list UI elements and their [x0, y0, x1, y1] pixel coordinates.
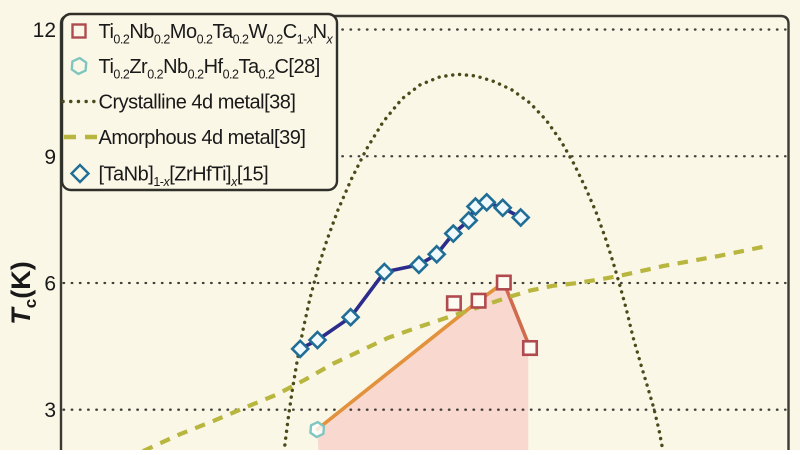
tanb-zrhfti-diamond-marker: [492, 197, 513, 218]
legend-row-3: Crystalline 4d metal[38]: [61, 92, 296, 114]
legend-row-2: Ti0.2Zr0.2Nb0.2Hf0.2Ta0.2C[28]: [70, 56, 320, 82]
tanb-zrhfti-diamond-marker: [340, 307, 361, 328]
legend-row-4: Amorphous 4d metal[39]: [64, 127, 306, 149]
legend-square-marker-icon: [71, 23, 87, 39]
shaded-region: [317, 282, 529, 451]
ytick-label-9: 9: [44, 146, 56, 169]
legend-box: Ti0.2Nb0.2Mo0.2Ta0.2W0.2C1-xNx Ti0.2Zr0.2…: [60, 12, 339, 192]
y-axis-label: Tc(K): [6, 261, 40, 324]
tanb-zrhfti-diamond-marker: [426, 244, 447, 265]
carbonitride-line-descending: [501, 280, 532, 350]
legend-row-5: [TaNb]1-x[ZrHfTi]x[15]: [69, 163, 269, 190]
tanb-zrhfti-diamond-marker: [510, 207, 531, 228]
carbonitride-square-marker: [445, 295, 462, 312]
carbide-hexagon-marker: [309, 420, 326, 439]
legend-hexagon-marker-icon: [70, 56, 88, 76]
carbonitride-square-marker: [470, 292, 487, 309]
legend-row-label: Ti0.2Nb0.2Mo0.2Ta0.2W0.2C1-xNx: [99, 21, 334, 47]
tanb-zrhfti-diamond-marker: [443, 223, 464, 244]
ytick-label-6: 6: [44, 272, 56, 295]
legend-row-1: Ti0.2Nb0.2Mo0.2Ta0.2W0.2C1-xNx: [71, 21, 334, 47]
tanb-zrhfti-diamond-marker: [307, 330, 328, 350]
ytick-label-3: 3: [44, 399, 56, 422]
legend-row-label: Crystalline 4d metal[38]: [99, 92, 296, 114]
legend-diamond-marker-icon: [69, 163, 91, 184]
carbonitride-square-marker: [521, 339, 539, 357]
ytick-label-12: 12: [33, 19, 56, 42]
legend-row-label: [TaNb]1-x[ZrHfTi]x[15]: [99, 164, 269, 190]
tanb-zrhfti-diamond-marker: [409, 254, 429, 275]
tanb-zrhfti-diamond-marker: [476, 192, 497, 213]
legend-row-label: Ti0.2Zr0.2Nb0.2Hf0.2Ta0.2C[28]: [99, 56, 320, 82]
tanb-zrhfti-diamond-marker: [374, 262, 395, 282]
crystalline-4d-curve: [282, 72, 665, 454]
carbonitride-square-marker: [495, 274, 512, 291]
amorphous-4d-curve: [142, 243, 771, 454]
legend-row-label: Amorphous 4d metal[39]: [99, 127, 306, 149]
tanb-zrhfti-diamond-marker: [290, 339, 311, 359]
tanb-zrhfti-diamond-marker: [458, 210, 479, 231]
